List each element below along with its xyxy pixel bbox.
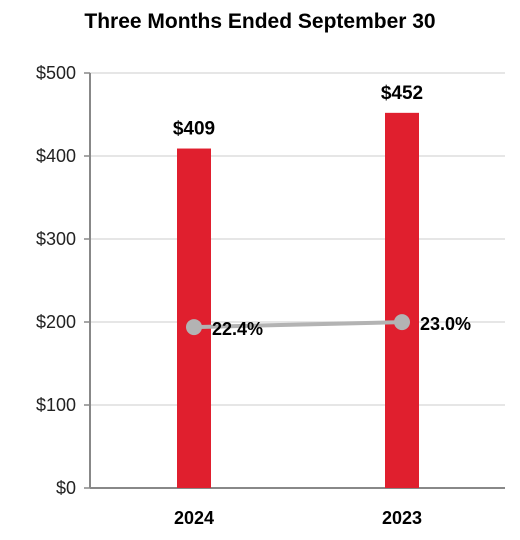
y-tick-label: $500	[36, 63, 76, 83]
line-point	[394, 314, 410, 331]
bar	[385, 112, 419, 488]
y-tick-label: $0	[56, 478, 76, 498]
y-tick-label: $100	[36, 395, 76, 415]
x-tick-label: 2023	[382, 508, 422, 528]
series-line	[193, 320, 403, 330]
line-value-label: 22.4%	[212, 319, 263, 339]
y-tick-label: $200	[36, 312, 76, 332]
line-value-label: 23.0%	[420, 314, 471, 334]
bar	[177, 148, 211, 488]
bar-value-label: $452	[381, 83, 423, 104]
chart-title: Three Months Ended September 30	[84, 10, 436, 33]
line-point	[186, 319, 202, 336]
y-tick-label: $400	[36, 146, 76, 166]
y-tick-label: $300	[36, 229, 76, 249]
x-tick-label: 2024	[174, 508, 214, 528]
bar-value-label: $409	[173, 119, 215, 140]
